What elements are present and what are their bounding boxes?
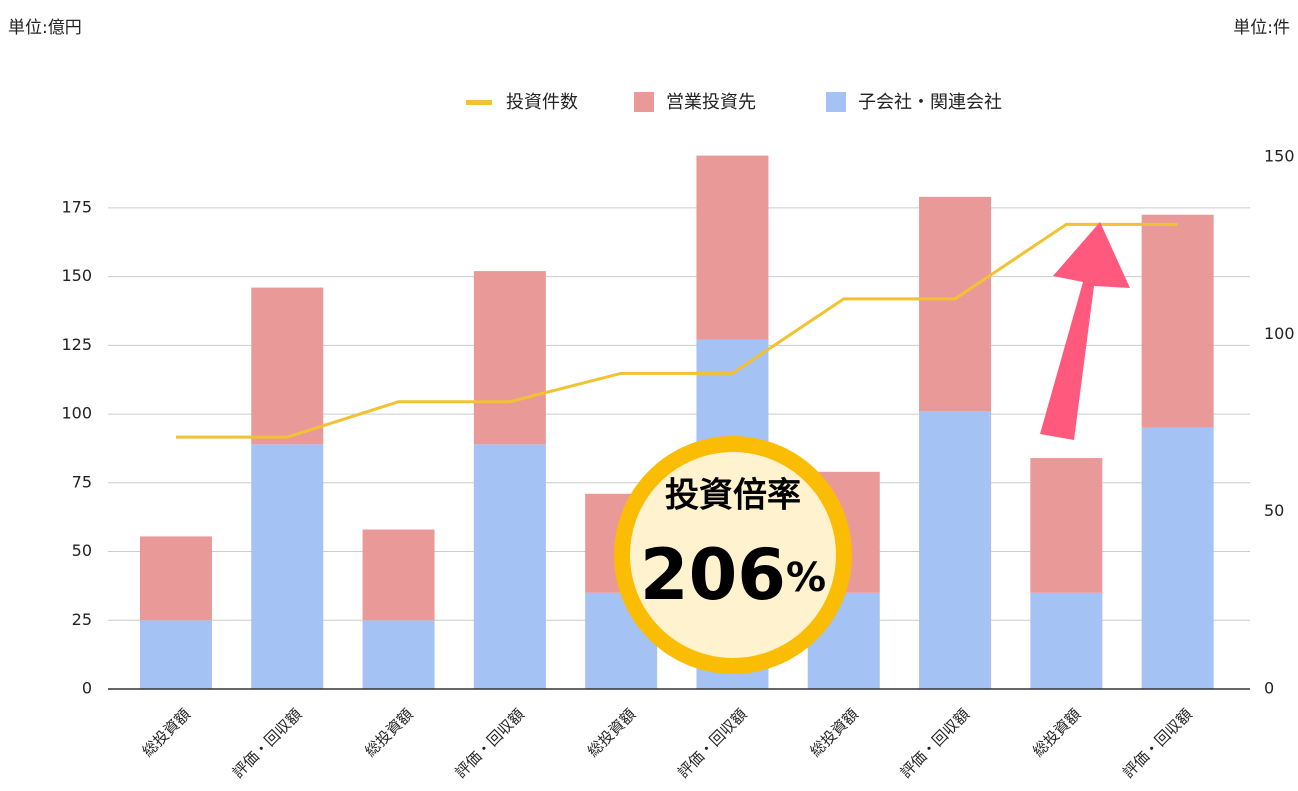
legend-label: 子会社・関連会社 (858, 92, 1002, 113)
legend-swatch (826, 92, 846, 112)
bar (1141, 214, 1214, 428)
bar (1141, 427, 1214, 689)
y-tick-label: 175 (61, 197, 92, 216)
x-tick-label: 評価・回収額 (674, 705, 750, 781)
left-unit: 単位:億円 (8, 18, 82, 38)
badge (614, 436, 852, 674)
y2-tick-label: 50 (1264, 501, 1284, 520)
bar (251, 444, 324, 689)
y2-tick-label: 100 (1264, 324, 1295, 343)
line (175, 222, 1178, 439)
bar (919, 196, 992, 412)
bar (473, 444, 546, 689)
bar (139, 536, 212, 621)
x-tick-label: 総投資額 (1029, 705, 1084, 760)
y-tick-label: 100 (61, 404, 92, 423)
right-unit: 単位:件 (1233, 18, 1290, 38)
bar (362, 620, 435, 689)
y-tick-label: 0 (82, 679, 92, 698)
badge-title: 投資倍率 (665, 476, 801, 516)
bar (919, 411, 992, 689)
legend-swatch (634, 92, 654, 112)
x-tick-label: 総投資額 (139, 705, 194, 760)
y2-tick-label: 0 (1264, 679, 1274, 698)
bar (362, 529, 435, 621)
y-tick-label: 25 (72, 610, 92, 629)
bar (1030, 592, 1103, 689)
x-tick-label: 評価・回収額 (229, 705, 305, 781)
x-tick-label: 総投資額 (807, 705, 862, 760)
bar (696, 155, 769, 340)
legend-label: 営業投資先 (666, 92, 756, 113)
badge-value: 206% (640, 534, 826, 616)
legend-swatch (466, 100, 492, 105)
x-tick-label: 評価・回収額 (1119, 705, 1195, 781)
y-tick-label: 50 (72, 541, 92, 560)
arrow (1040, 222, 1130, 440)
y-tick-label: 75 (72, 472, 92, 491)
bar (473, 271, 546, 445)
badge-number: 206 (640, 534, 786, 616)
y-tick-label: 125 (61, 335, 92, 354)
y-tick-label: 150 (61, 266, 92, 285)
x-tick-label: 総投資額 (361, 705, 416, 760)
bar (1030, 458, 1103, 593)
badge-unit: % (786, 555, 826, 601)
x-tick-label: 総投資額 (584, 705, 639, 760)
y2-tick-label: 150 (1264, 147, 1295, 166)
annotation: 投資倍率 206% (614, 436, 852, 674)
legend-label: 投資件数 (506, 92, 578, 113)
x-tick-label: 評価・回収額 (897, 705, 973, 781)
bar (251, 287, 324, 445)
x-tick-label: 評価・回収額 (451, 705, 527, 781)
bar (139, 620, 212, 689)
